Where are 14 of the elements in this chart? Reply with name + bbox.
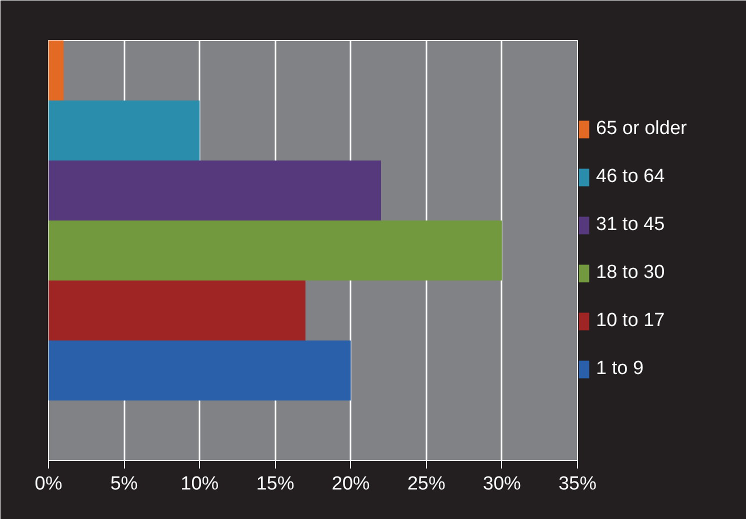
legend-label: 1 to 9 [596,358,644,380]
x-tick-label: 35% [558,474,597,494]
legend-label: 31 to 45 [596,214,665,236]
legend-label: 46 to 64 [596,166,665,188]
x-tick-label: 5% [110,474,138,494]
x-tick-label: 20% [332,474,370,494]
legend-label: 65 or older [596,118,687,140]
legend-label: 18 to 30 [596,262,665,284]
x-tick-label: 30% [482,474,522,494]
legend-label: 10 to 17 [596,310,665,332]
x-tick-label: 15% [256,474,294,494]
x-tick-label: 25% [407,474,446,494]
x-tick-label: 10% [180,474,219,494]
x-tick-label: 0% [34,474,62,494]
